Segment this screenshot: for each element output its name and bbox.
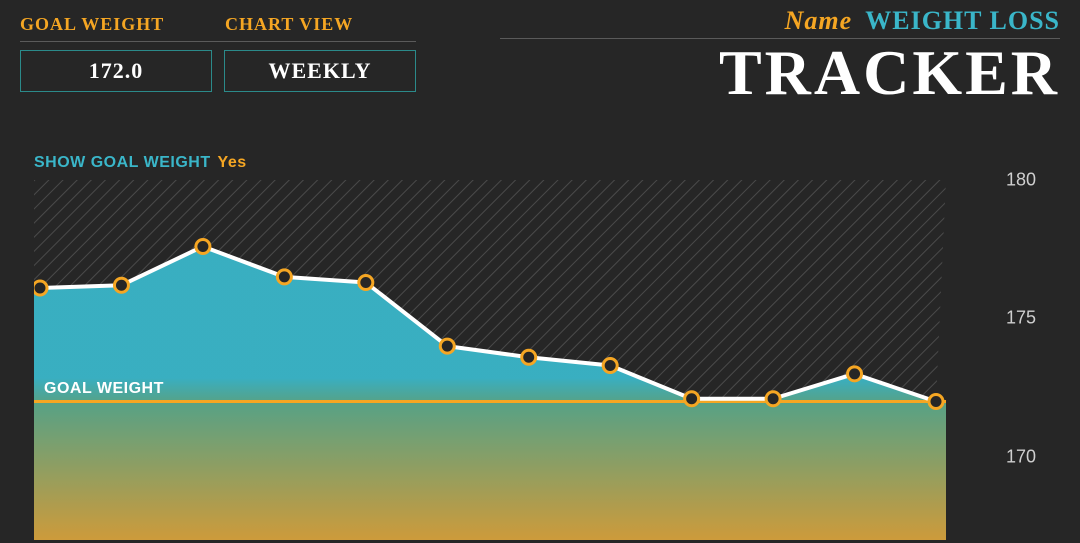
goal-line-label: GOAL WEIGHT <box>44 380 164 398</box>
title-weight-loss: WEIGHT LOSS <box>865 6 1060 35</box>
y-tick: 170 <box>1006 446 1036 467</box>
chart-svg <box>34 180 946 540</box>
header-divider <box>20 41 416 42</box>
show-goal-weight-toggle[interactable]: SHOW GOAL WEIGHT Yes <box>34 154 1080 172</box>
title-block: Name WEIGHT LOSS TRACKER <box>500 6 1060 105</box>
title-name-label: Name <box>785 6 853 35</box>
show-goal-value: Yes <box>218 154 247 171</box>
y-tick: 175 <box>1006 308 1036 329</box>
title-tracker: TRACKER <box>500 41 1060 105</box>
show-goal-label: SHOW GOAL WEIGHT <box>34 154 211 171</box>
y-tick: 180 <box>1006 170 1036 191</box>
chart-view-select[interactable]: WEEKLY <box>224 50 416 92</box>
goal-weight-label: GOAL WEIGHT <box>20 10 215 39</box>
chart-view-label: CHART VIEW <box>215 10 410 39</box>
weight-chart: 170175180 GOAL WEIGHT <box>34 180 1054 540</box>
goal-weight-input[interactable]: 172.0 <box>20 50 212 92</box>
